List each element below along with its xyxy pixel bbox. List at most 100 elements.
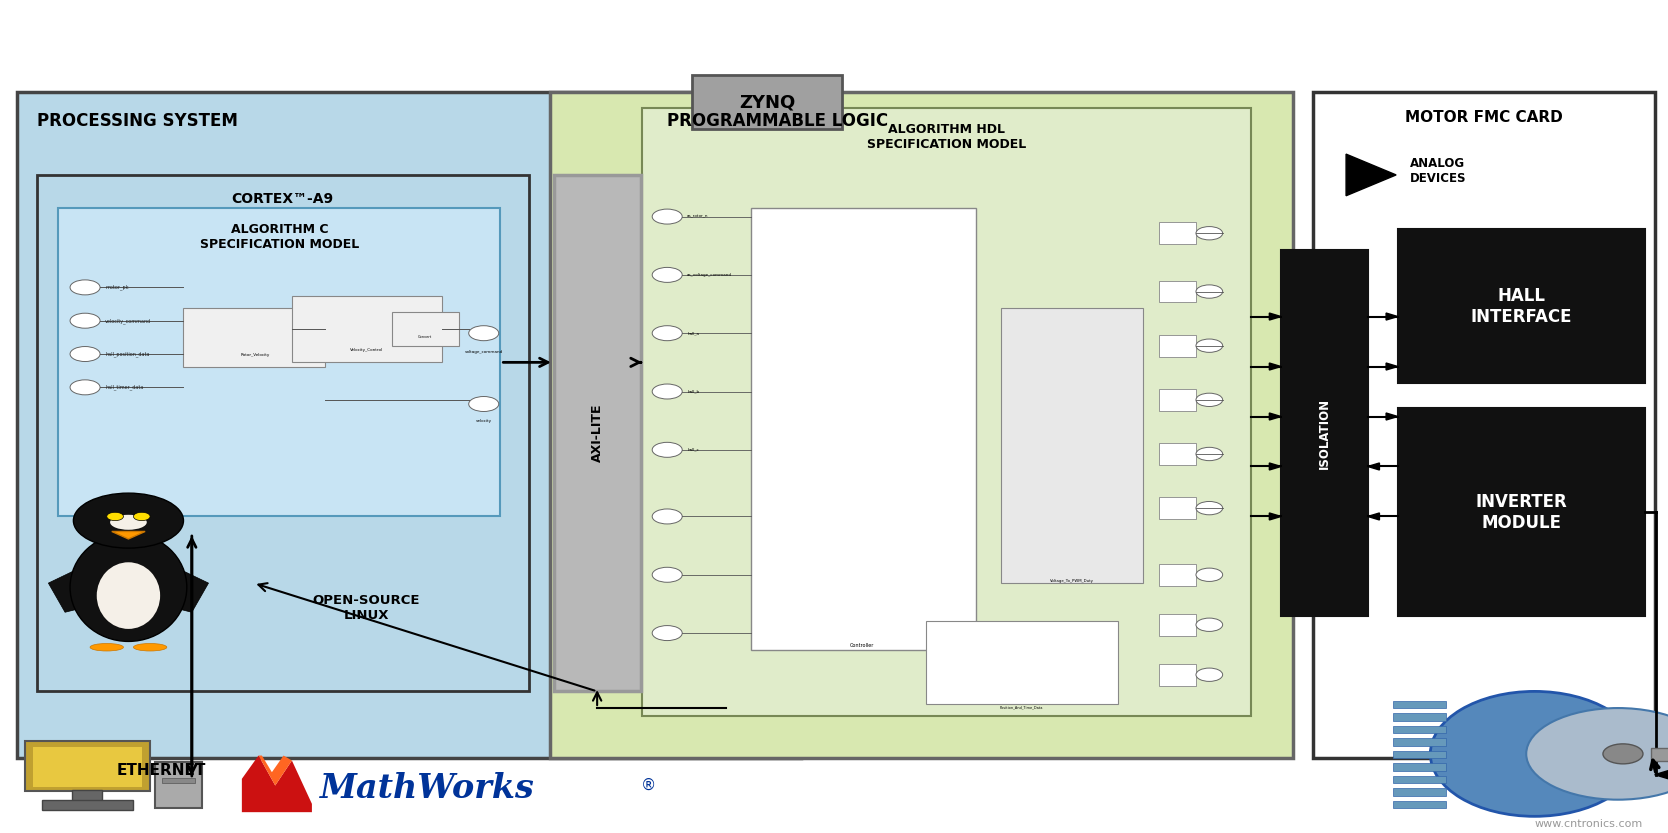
Circle shape — [469, 326, 499, 341]
Text: MOTOR FMC CARD: MOTOR FMC CARD — [1404, 110, 1563, 125]
Bar — [1398, 229, 1645, 383]
Circle shape — [469, 397, 499, 412]
Polygon shape — [112, 531, 145, 539]
Bar — [554, 175, 641, 691]
Circle shape — [1196, 501, 1223, 515]
Polygon shape — [1269, 413, 1281, 420]
Text: Velocity_Control: Velocity_Control — [350, 348, 384, 352]
Bar — [1001, 308, 1143, 583]
Polygon shape — [1269, 513, 1281, 520]
Bar — [292, 296, 442, 362]
Text: Convert: Convert — [419, 335, 432, 339]
Text: ZYNQ: ZYNQ — [739, 93, 796, 111]
Polygon shape — [1269, 313, 1281, 320]
Bar — [1159, 664, 1196, 686]
Circle shape — [133, 512, 150, 521]
Text: motor_pk: motor_pk — [105, 285, 128, 290]
Bar — [17, 92, 801, 758]
Text: hall_b: hall_b — [687, 390, 699, 393]
Bar — [1398, 408, 1645, 616]
Circle shape — [107, 512, 123, 521]
Text: OPEN-SOURCE
LINUX: OPEN-SOURCE LINUX — [312, 594, 420, 622]
Bar — [642, 108, 1251, 716]
Bar — [1393, 751, 1446, 758]
Ellipse shape — [97, 562, 160, 629]
Bar — [42, 800, 133, 810]
Polygon shape — [1269, 463, 1281, 470]
Bar — [1159, 443, 1196, 465]
Bar — [1159, 281, 1196, 302]
Polygon shape — [158, 562, 208, 612]
Circle shape — [70, 280, 100, 295]
Text: hall_timer_data: hall_timer_data — [105, 385, 143, 390]
Polygon shape — [1368, 463, 1379, 470]
Circle shape — [652, 442, 682, 457]
Text: PROCESSING SYSTEM: PROCESSING SYSTEM — [37, 112, 237, 131]
Bar — [926, 621, 1118, 704]
Bar — [1313, 92, 1655, 758]
Polygon shape — [1386, 313, 1398, 320]
Circle shape — [1196, 393, 1223, 407]
Bar — [183, 308, 325, 367]
Bar — [1159, 497, 1196, 519]
Bar — [155, 762, 202, 808]
Text: as_rotor_n: as_rotor_n — [687, 215, 709, 218]
Polygon shape — [1655, 771, 1668, 779]
Text: PROGRAMMABLE LOGIC: PROGRAMMABLE LOGIC — [667, 112, 889, 131]
Polygon shape — [1386, 363, 1398, 370]
Circle shape — [652, 384, 682, 399]
Polygon shape — [1386, 413, 1398, 420]
Text: INVERTER
MODULE: INVERTER MODULE — [1475, 493, 1568, 531]
Text: ALGORITHM HDL
SPECIFICATION MODEL: ALGORITHM HDL SPECIFICATION MODEL — [867, 123, 1026, 152]
Polygon shape — [1269, 363, 1281, 370]
Bar — [1159, 335, 1196, 357]
Polygon shape — [48, 562, 98, 612]
Bar — [1393, 726, 1446, 733]
Text: hall_c: hall_c — [687, 448, 699, 451]
Bar — [1393, 701, 1446, 708]
Circle shape — [1196, 285, 1223, 298]
Bar — [162, 778, 195, 783]
Bar — [392, 312, 459, 346]
Bar — [1393, 788, 1446, 796]
Bar — [1393, 738, 1446, 746]
Text: ANALOG
DEVICES: ANALOG DEVICES — [1409, 157, 1466, 185]
Text: ISOLATION: ISOLATION — [1318, 397, 1331, 469]
Ellipse shape — [1429, 691, 1638, 816]
Circle shape — [70, 313, 100, 328]
Bar — [1393, 763, 1446, 771]
Text: ETHERNET: ETHERNET — [117, 763, 207, 778]
Circle shape — [652, 267, 682, 282]
Circle shape — [1603, 744, 1643, 764]
Circle shape — [652, 326, 682, 341]
Bar — [72, 790, 102, 801]
Text: voltage_command: voltage_command — [465, 350, 502, 354]
Ellipse shape — [110, 515, 147, 530]
Text: hall_a: hall_a — [687, 332, 699, 335]
Text: ®: ® — [641, 778, 656, 793]
Circle shape — [73, 493, 183, 548]
Polygon shape — [1368, 513, 1379, 520]
Text: ALGORITHM C
SPECIFICATION MODEL: ALGORITHM C SPECIFICATION MODEL — [200, 223, 359, 252]
Circle shape — [70, 380, 100, 395]
Bar — [58, 208, 500, 516]
Bar — [1393, 776, 1446, 783]
Bar — [1651, 748, 1668, 761]
Bar — [1159, 614, 1196, 636]
Text: CORTEX™-A9: CORTEX™-A9 — [232, 192, 334, 206]
Circle shape — [1196, 227, 1223, 240]
Circle shape — [1526, 708, 1668, 800]
Text: AXI-LITE: AXI-LITE — [590, 404, 604, 462]
Bar — [1281, 250, 1368, 616]
Polygon shape — [242, 756, 312, 812]
Circle shape — [1196, 668, 1223, 681]
Bar — [1159, 222, 1196, 244]
Circle shape — [70, 347, 100, 362]
Bar — [1393, 713, 1446, 721]
Text: www.cntronics.com: www.cntronics.com — [1535, 819, 1643, 829]
Text: hall_position_data: hall_position_data — [105, 352, 150, 357]
Text: velocity_command: velocity_command — [105, 318, 152, 323]
Text: Rotor_Velocity: Rotor_Velocity — [240, 352, 270, 357]
Bar — [25, 741, 150, 791]
Bar — [1393, 801, 1446, 808]
